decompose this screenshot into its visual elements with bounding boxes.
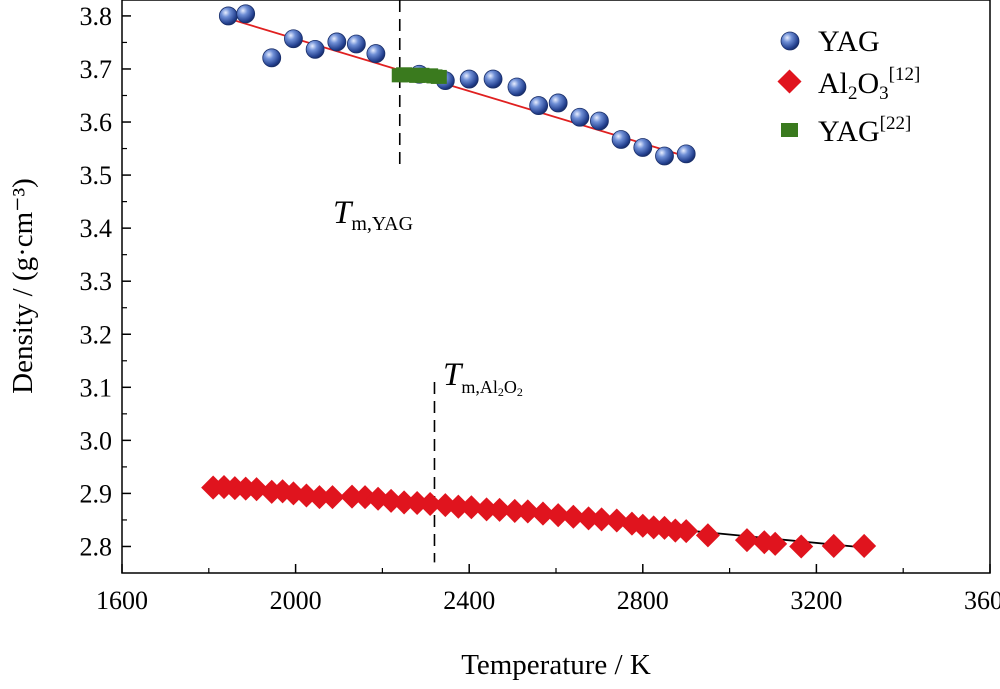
y-tick-label: 3.8 (80, 2, 113, 31)
melting-point-lines (398, 0, 436, 563)
al2o3-data-point (392, 490, 417, 515)
y-tick-label: 3.5 (80, 161, 113, 190)
yag-data-point (346, 34, 366, 54)
y-tick-label: 3.4 (80, 214, 113, 243)
y-tick-label: 3.7 (80, 55, 113, 84)
x-tick-label: 1600 (96, 586, 148, 615)
y-tick-label: 2.8 (80, 532, 113, 561)
legend-marker-yag22 (781, 123, 798, 137)
al2o3-data-point (474, 497, 499, 522)
yag-data-point (676, 144, 696, 164)
al2o3-data-point (695, 523, 720, 548)
legend-yag22-sup: [22] (880, 113, 912, 134)
x-tick-label: 2000 (270, 586, 322, 615)
legend-al2o3-al: Al (818, 67, 848, 100)
yag-data-point (218, 6, 238, 26)
tm-al2o3-subscript-digit2: 2 (517, 385, 523, 399)
tm-al2o3-subscript: m,Al (461, 377, 498, 397)
yag-data-point (633, 138, 653, 157)
y-axis-title: Density / (g·cm⁻³) (7, 178, 39, 394)
tm-al2o3-symbol: T (443, 357, 464, 393)
tm-al2o3-subscript-digit: 2 (498, 385, 504, 399)
al2o3-data-point (339, 484, 365, 509)
yag22-data-point (430, 69, 447, 84)
tm-al2o3-subscript-o: O (504, 377, 517, 397)
data-points (201, 4, 877, 559)
tm-yag-symbol: T (333, 195, 354, 231)
tm-yag-subscript: m,YAG (351, 213, 413, 235)
y-tick-label: 2.9 (80, 479, 113, 508)
yag-data-point (366, 44, 386, 63)
yag-data-point (611, 130, 631, 149)
legend-label-yag22: YAG[22] (818, 113, 911, 148)
yag-data-point (529, 96, 549, 115)
legend-label-al2o3: Al2O3[12] (818, 64, 920, 104)
x-tick-label: 2800 (617, 586, 669, 615)
legend-al2o3-sub1: 2 (848, 83, 858, 104)
yag-data-point (483, 69, 503, 89)
yag-data-point (327, 32, 347, 52)
legend-item-al2o3: Al2O3[12] (777, 64, 920, 104)
al2o3-data-point (502, 498, 527, 523)
al2o3-data-point (821, 533, 846, 558)
al2o3-data-point (307, 485, 332, 510)
yag-data-point (236, 4, 256, 24)
legend-yag22-base: YAG (818, 115, 880, 148)
yag-data-point (655, 146, 674, 166)
tm-yag-label: Tm,YAG (333, 195, 413, 235)
axis-ticks (121, 15, 991, 573)
yag-data-point (305, 39, 325, 59)
yag-data-point (284, 29, 303, 49)
yag-data-point (459, 69, 479, 89)
x-tick-label: 3600 (964, 586, 1000, 615)
legend-label-yag: YAG (818, 25, 880, 58)
al2o3-data-point (852, 533, 877, 558)
x-tick-label: 3200 (790, 586, 842, 615)
y-tick-label: 3.0 (80, 426, 113, 455)
yag-data-point (507, 77, 527, 97)
al2o3-data-point (418, 492, 443, 517)
fit-line (228, 17, 678, 155)
legend-item-yag22: YAG[22] (781, 113, 911, 148)
legend: YAG Al2O3[12] YAG[22] (777, 25, 920, 148)
legend-al2o3-sub2: 3 (879, 83, 889, 104)
yag-data-point (570, 107, 590, 127)
x-tick-label: 2400 (443, 586, 495, 615)
legend-marker-al2o3 (777, 69, 802, 94)
legend-al2o3-sup: [12] (889, 64, 921, 85)
legend-marker-yag (780, 31, 800, 51)
tm-al2o3-label: Tm,Al2O2 (443, 357, 523, 399)
al2o3-data-point (789, 534, 814, 559)
yag-data-point (548, 93, 568, 113)
tick-labels: 1600 2000 2400 2800 3200 3600 2.8 2.9 3.0 3.1 3.2 3… (80, 2, 1000, 615)
legend-item-yag: YAG (780, 25, 880, 58)
al2o3-data-point (320, 485, 345, 510)
legend-al2o3-o: O (858, 67, 880, 100)
y-tick-label: 3.2 (80, 320, 113, 349)
x-axis-title: Temperature / K (461, 649, 651, 681)
y-tick-label: 3.1 (80, 373, 113, 402)
yag-data-point (590, 111, 609, 131)
y-tick-label: 3.3 (80, 267, 113, 296)
yag-data-point (262, 48, 282, 68)
y-tick-label: 3.6 (80, 108, 113, 137)
